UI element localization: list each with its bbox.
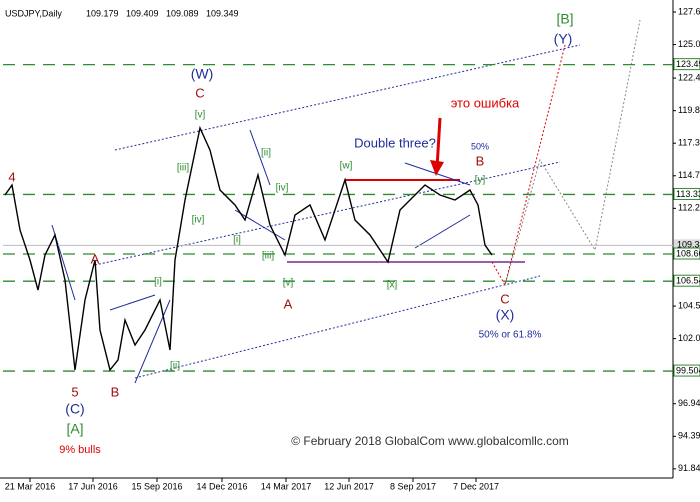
annotation: [w]: [340, 161, 353, 172]
level-label: 106.540: [676, 276, 700, 286]
arrow-head: [430, 160, 444, 176]
wave-drawings: [0, 0, 674, 479]
level-label-box: [673, 58, 700, 71]
annotation: [y]: [475, 175, 486, 186]
annotation: (W): [191, 66, 214, 82]
annotation: [ii]: [261, 148, 271, 159]
symbol: USDJPY,Daily: [5, 8, 62, 18]
annotation: [iv]: [276, 183, 289, 194]
y-tick-label: 94.395: [678, 431, 700, 441]
annotation: [v]: [195, 110, 206, 121]
projection-red: [491, 44, 566, 287]
wave-line: [249, 129, 271, 186]
wave-line: [404, 162, 471, 186]
annotation: 50% or 61.8%: [479, 330, 542, 341]
annotation: Double three?: [354, 135, 436, 150]
price-label-box: [674, 239, 700, 251]
price-series: [4, 125, 493, 372]
x-tick-label: 14 Dec 2016: [196, 481, 247, 491]
annotation: [x]: [387, 280, 398, 291]
x-tick-label: 21 Mar 2016: [5, 481, 56, 491]
annotation: 9% bulls: [59, 444, 101, 456]
x-tick-label: 15 Sep 2016: [131, 481, 182, 491]
annotation: © February 2018 GlobalCom www.globalcoml…: [291, 434, 569, 448]
annotation: [i]: [233, 235, 241, 246]
x-tick-label: 7 Dec 2017: [453, 481, 499, 491]
x-tick-label: 17 Jun 2016: [68, 481, 118, 491]
annotation: [iv]: [192, 215, 205, 226]
y-tick-label: 112.245: [678, 203, 700, 213]
y-tick-label: 125.070: [678, 39, 700, 49]
annotation: A: [91, 251, 100, 266]
arrow-shaft: [435, 117, 442, 169]
annotation: B: [111, 384, 120, 399]
annotation: [B]: [556, 11, 573, 27]
y-tick-label: 104.595: [678, 300, 700, 310]
level-label: 99.504: [676, 365, 700, 375]
x-tick-label: 14 Mar 2017: [261, 481, 312, 491]
channel-middle: [94, 161, 561, 266]
annotation: [A]: [66, 421, 83, 437]
annotation: (C): [65, 401, 84, 417]
level-label: 113.333: [676, 189, 700, 199]
y-tick-label: 114.795: [678, 170, 700, 180]
annotation: [v]: [283, 278, 294, 289]
annotation: [ii]: [170, 361, 180, 372]
level-label-box: [673, 247, 700, 260]
ohlc-value: 109.409: [126, 8, 159, 18]
annotation: A: [284, 296, 293, 311]
channel-upper: [114, 44, 581, 151]
annotation: [iii]: [177, 163, 189, 174]
ohlc-value: 109.349: [206, 8, 239, 18]
level-label-box: [673, 274, 700, 287]
x-tick-label: 12 Jun 2017: [324, 481, 374, 491]
wave-line: [134, 299, 171, 384]
y-tick-label: 119.895: [678, 105, 700, 115]
y-tick-label: 127.620: [678, 6, 700, 16]
x-tick-label: 8 Sep 2017: [390, 481, 436, 491]
annotation: C: [195, 85, 204, 100]
level-label-box: [673, 364, 700, 377]
channel-lower: [134, 275, 541, 379]
level-label: 108.669: [676, 248, 700, 258]
wave-line: [109, 294, 156, 311]
ohlc-value: 109.089: [166, 8, 199, 18]
annotation: это ошибка: [451, 95, 520, 110]
annotation: [iii]: [262, 251, 274, 262]
annotation: 4: [8, 169, 15, 184]
y-tick-label: 91.845: [678, 463, 700, 473]
annotation: C: [500, 291, 509, 306]
y-tick-label: 102.045: [678, 333, 700, 343]
annotation: 5: [71, 384, 78, 399]
level-label: 123.499: [676, 59, 700, 69]
wave-line: [234, 209, 286, 241]
annotation: B: [476, 153, 485, 168]
price-label: 109.349: [677, 240, 700, 250]
y-tick-label: 117.345: [678, 138, 700, 148]
annotation: (X): [496, 307, 515, 323]
projection-gray: [504, 19, 641, 286]
level-label-box: [673, 187, 700, 200]
y-tick-label: 96.945: [678, 398, 700, 408]
ohlc-value: 109.179: [86, 8, 119, 18]
y-tick-label: 122.445: [678, 72, 700, 82]
annotation: 50%: [471, 141, 489, 151]
wave-line: [414, 214, 471, 249]
annotation: (Y): [554, 31, 573, 47]
annotation: [i]: [154, 277, 162, 288]
